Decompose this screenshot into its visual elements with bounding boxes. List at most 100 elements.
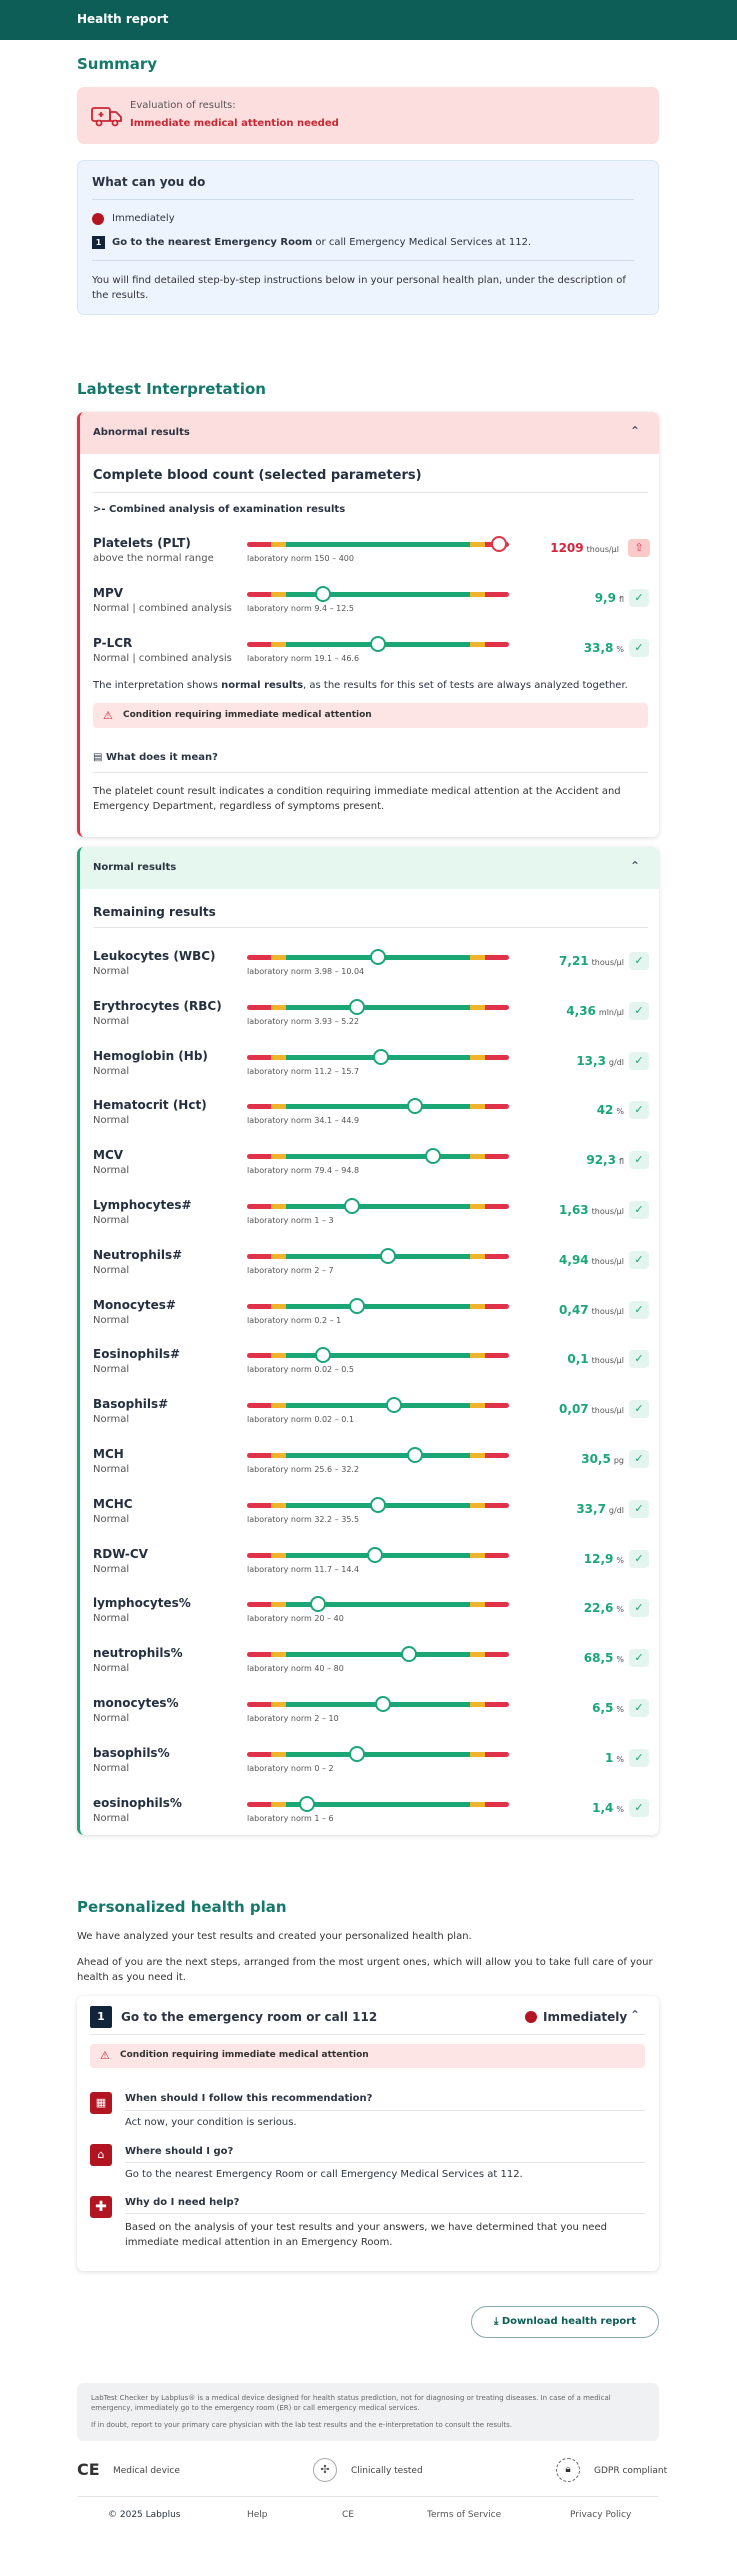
param-norm: laboratory norm 19.1 – 46.6 [247,654,360,663]
range-marker [370,949,386,965]
labtest-title: Labtest Interpretation [77,380,266,398]
disclaimer-box: LabTest Checker by Labplus® is a medical… [77,2383,659,2441]
divider [92,199,634,200]
divider [77,2496,659,2497]
param-status: Normal | combined analysis [93,603,232,614]
range-marker [490,536,507,552]
help-link[interactable]: Help [247,2510,268,2520]
range-marker [309,1596,326,1613]
normal-results-header[interactable]: Normal results ⌃ [80,847,659,889]
param-status: Normal [93,1015,130,1027]
evaluation-alert: Evaluation of results: Immediate medical… [77,87,659,144]
param-status: Normal [93,1065,130,1077]
param-value: 68,5% [583,1651,624,1666]
param-status: Normal [93,1613,130,1625]
range-bar [247,1004,509,1010]
param-value: 33,7 g/dl [576,1501,624,1516]
param-norm: laboratory norm 3.93 – 5.22 [247,1016,360,1026]
param-status: Normal | combined analysis [93,653,232,664]
divider [92,260,634,261]
param-value: 42% [596,1103,624,1118]
param-value: 30,5 pg [581,1452,624,1466]
range-marker [385,1397,402,1414]
plan-intro-1: We have analyzed your test results and c… [77,1931,472,1942]
privacy-link[interactable]: Privacy Policy [570,2510,632,2520]
medical-cross-icon: ✚ [90,2196,112,2218]
what-can-you-do-panel: What can you do Immediately 1 Go to the … [77,160,659,315]
param-status: Normal [93,1115,130,1127]
check-icon: ✓ [629,1250,649,1269]
chevron-up-icon[interactable]: ⌃ [630,859,641,873]
check-icon: ✓ [629,639,649,657]
range-marker [425,1148,442,1165]
range-marker [406,1447,423,1463]
urgency-dot-icon [92,213,104,225]
copyright: © 2025 Labplus [108,2510,181,2520]
param-norm: laboratory norm 9.4 – 12.5 [247,604,354,613]
check-icon: ✓ [629,1400,649,1419]
evaluation-value: Immediate medical attention needed [130,118,339,129]
param-name: Hematocrit (Hct) [93,1098,207,1113]
divider [125,2162,645,2163]
param-norm: laboratory norm 2 – 7 [247,1265,334,1275]
abnormal-results-header[interactable]: Abnormal results ⌃ [80,412,659,454]
combined-analysis-label: >- Combined analysis of examination resu… [93,504,346,515]
param-norm: laboratory norm 0.02 – 0.1 [247,1415,354,1425]
lock-icon: 🔒︎ [556,2458,580,2482]
what-can-you-do-title: What can you do [92,175,206,189]
terms-link[interactable]: Terms of Service [427,2510,502,2520]
answer-when: Act now, your condition is serious. [125,2117,297,2128]
clinically-tested-icon: ✣ [313,2458,337,2482]
param-value: 1% [605,1750,624,1765]
param-status: Normal [93,1563,130,1575]
param-status: Normal [93,1513,130,1525]
param-norm: laboratory norm 25.6 – 32.2 [247,1465,360,1474]
warning-icon: ⚠ [100,2049,110,2062]
param-name: lymphocytes% [93,1596,191,1611]
check-icon: ✓ [629,1350,649,1369]
param-value: 7,21 thous/µl [559,954,624,968]
check-icon: ✓ [629,952,649,970]
plan-title: Personalized health plan [77,1898,287,1916]
ce-mark-icon: CE [77,2460,100,2479]
divider [93,772,648,773]
check-icon: ✓ [629,1450,649,1468]
param-value: 92,3 fl [586,1153,624,1168]
param-norm: laboratory norm 11.7 – 14.4 [247,1564,360,1574]
param-status: Normal [93,1663,130,1675]
divider [125,2110,645,2111]
arrow-up-icon: ⇧ [628,539,650,557]
disclaimer-1: LabTest Checker by Labplus® is a medical… [91,2394,611,2412]
param-value: 4,94 thous/µl [559,1252,624,1267]
ambulance-icon [91,107,122,127]
range-marker [380,1247,397,1264]
chevron-up-icon[interactable]: ⌃ [630,2008,641,2022]
param-name: Hemoglobin (Hb) [93,1048,208,1063]
download-report-button[interactable]: ⤓ Download health report [471,2306,659,2338]
param-name: Leukocytes (WBC) [93,949,216,963]
range-bar [247,1602,509,1608]
param-value: 22,6% [583,1601,624,1616]
question-why: Why do I need help? [125,2197,240,2208]
param-norm: laboratory norm 11.2 – 15.7 [247,1066,360,1076]
badge-clinically-tested: Clinically tested [351,2466,423,2476]
param-norm: laboratory norm 34.1 – 44.9 [247,1116,360,1126]
param-value: 13,3 g/dl [576,1053,624,1068]
step-number: 1 [92,236,105,249]
param-name: Eosinophils# [93,1347,181,1362]
range-marker [370,1496,386,1513]
ce-link[interactable]: CE [342,2510,354,2520]
chevron-up-icon[interactable]: ⌃ [630,424,641,438]
question-where: Where should I go? [125,2146,234,2157]
range-bar [247,1204,509,1209]
evaluation-label: Evaluation of results: [130,100,236,111]
range-bar [247,1253,509,1259]
param-name: Monocytes# [93,1297,176,1312]
param-value: 1,63 thous/µl [559,1203,624,1217]
param-norm: laboratory norm 150 – 400 [247,554,354,563]
param-status: Normal [93,1165,130,1177]
normal-results-card: Normal results ⌃ Remaining results Leuko… [77,847,659,1835]
param-status: above the normal range [93,553,214,564]
param-norm: laboratory norm 40 – 80 [247,1664,344,1674]
badge-medical-device: Medical device [113,2466,180,2476]
